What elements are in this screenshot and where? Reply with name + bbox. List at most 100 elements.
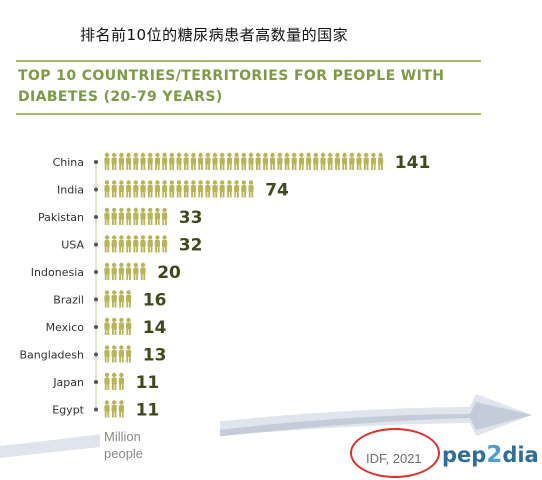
chart-row: Pakistan 33 bbox=[38, 207, 203, 228]
value-label: 33 bbox=[179, 208, 203, 228]
person-icon bbox=[111, 180, 117, 198]
person-icon bbox=[104, 207, 110, 225]
person-icon bbox=[198, 152, 204, 170]
bar bbox=[104, 207, 168, 225]
title-bottom-rule bbox=[16, 113, 481, 115]
person-icon bbox=[133, 207, 139, 225]
chart-row: Brazil 16 bbox=[53, 290, 167, 311]
chart-row: China 141 bbox=[53, 152, 430, 173]
person-icon bbox=[140, 235, 146, 253]
person-icon bbox=[140, 262, 146, 280]
person-icon bbox=[234, 152, 240, 170]
axis-tick-dot bbox=[94, 187, 98, 192]
person-icon bbox=[147, 180, 153, 198]
person-icon bbox=[133, 152, 139, 170]
chart-row: Indonesia 20 bbox=[31, 262, 181, 283]
person-icon bbox=[104, 235, 110, 253]
value-label: 20 bbox=[157, 263, 181, 283]
person-icon bbox=[118, 400, 124, 418]
person-icon bbox=[176, 180, 182, 198]
person-icon bbox=[334, 152, 340, 170]
value-label: 74 bbox=[265, 181, 289, 201]
person-icon bbox=[363, 152, 369, 170]
person-icon bbox=[111, 235, 117, 253]
category-label: Egypt bbox=[52, 404, 84, 417]
bar bbox=[104, 372, 124, 390]
person-icon bbox=[111, 317, 117, 335]
chart-title: TOP 10 COUNTRIES/TERRITORIES FOR PEOPLE … bbox=[18, 68, 445, 105]
person-icon bbox=[313, 152, 319, 170]
person-icon bbox=[154, 235, 160, 253]
person-icon bbox=[118, 262, 124, 280]
person-icon bbox=[140, 180, 146, 198]
person-icon bbox=[140, 207, 146, 225]
person-icon bbox=[126, 180, 132, 198]
person-icon bbox=[104, 152, 110, 170]
pep2dia-logo: pep2dia bbox=[442, 442, 539, 468]
person-icon bbox=[104, 345, 110, 363]
person-icon bbox=[162, 207, 168, 225]
axis-tick-dot bbox=[94, 297, 98, 302]
person-icon bbox=[104, 180, 110, 198]
category-label: Brazil bbox=[53, 294, 84, 307]
person-icon bbox=[241, 152, 247, 170]
value-label: 11 bbox=[136, 373, 160, 393]
axis-arrow-swoosh-shade bbox=[170, 402, 532, 442]
person-icon bbox=[104, 317, 110, 335]
page-title-chinese: 排名前10位的糖尿病患者高数量的国家 bbox=[80, 26, 349, 44]
person-icon bbox=[183, 180, 189, 198]
person-icon bbox=[212, 180, 218, 198]
person-icon bbox=[104, 290, 110, 308]
person-icon bbox=[162, 180, 168, 198]
person-icon bbox=[262, 152, 268, 170]
person-icon bbox=[248, 180, 254, 198]
source-highlight-circle bbox=[350, 428, 440, 478]
person-icon bbox=[126, 207, 132, 225]
person-icon bbox=[169, 180, 175, 198]
person-icon bbox=[126, 152, 132, 170]
person-icon bbox=[270, 152, 276, 170]
axis-tick-dot bbox=[94, 407, 98, 412]
person-icon bbox=[118, 235, 124, 253]
person-icon bbox=[306, 152, 312, 170]
bar bbox=[104, 345, 132, 363]
person-icon bbox=[255, 152, 261, 170]
person-icon bbox=[205, 152, 211, 170]
person-icon bbox=[126, 235, 132, 253]
bar bbox=[104, 180, 254, 198]
person-icon bbox=[226, 152, 232, 170]
person-icon bbox=[162, 152, 168, 170]
person-icon bbox=[133, 235, 139, 253]
title-top-rule bbox=[16, 60, 481, 62]
person-icon bbox=[147, 207, 153, 225]
bar bbox=[104, 235, 168, 253]
person-icon bbox=[147, 235, 153, 253]
axis-tick-dot bbox=[94, 242, 98, 247]
person-icon bbox=[342, 152, 348, 170]
value-label: 13 bbox=[143, 346, 167, 366]
person-icon bbox=[320, 152, 326, 170]
bar bbox=[104, 317, 132, 335]
person-icon bbox=[140, 152, 146, 170]
chart-row: Japan 11 bbox=[52, 372, 160, 393]
value-label: 16 bbox=[143, 291, 167, 311]
category-label: USA bbox=[61, 239, 84, 252]
category-label: Indonesia bbox=[31, 266, 84, 279]
person-icon bbox=[111, 345, 117, 363]
bar bbox=[104, 400, 124, 418]
axis-tick-dot bbox=[94, 352, 98, 357]
chart-row: USA 32 bbox=[61, 235, 202, 256]
source-label: IDF, 2021 bbox=[366, 451, 422, 466]
category-label: India bbox=[57, 184, 84, 197]
person-icon bbox=[162, 235, 168, 253]
value-label: 11 bbox=[136, 401, 160, 421]
chart-rows: China 141 India 74 Pakistan 33 USA 32 Indonesia 2… bbox=[20, 152, 430, 421]
bar bbox=[104, 262, 146, 280]
person-icon bbox=[327, 152, 333, 170]
person-icon bbox=[291, 152, 297, 170]
person-icon bbox=[111, 290, 117, 308]
axis-tick-dot bbox=[94, 160, 98, 164]
person-icon bbox=[212, 152, 218, 170]
person-icon bbox=[118, 317, 124, 335]
